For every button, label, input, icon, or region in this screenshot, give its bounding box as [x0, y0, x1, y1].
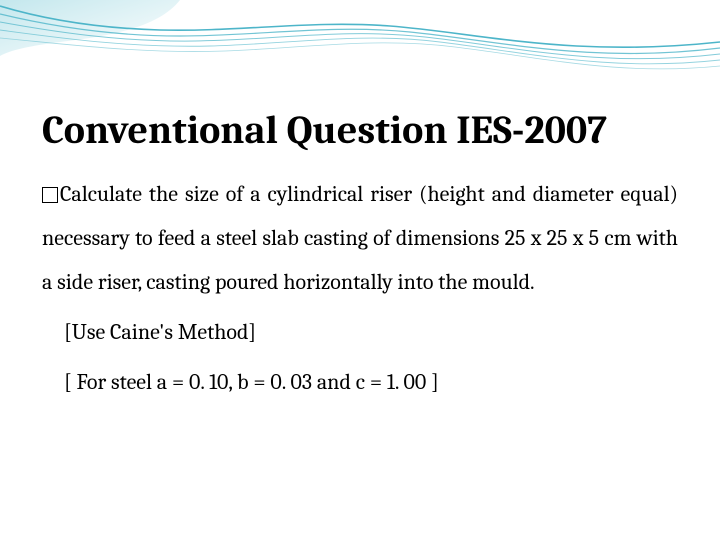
paragraph-3-text: [ For steel a = 0. 10, b = 0. 03 and c =… [42, 360, 678, 404]
slide-title: Conventional Question IES-2007 [42, 108, 678, 152]
bullet-square-icon [42, 187, 58, 203]
paragraph-2-text: [Use Caine's Method] [42, 310, 678, 354]
paragraph-1-line: Calculate the size of a cylindrical rise… [42, 172, 678, 304]
wave-decoration [0, 0, 720, 90]
slide-body: Calculate the size of a cylindrical rise… [42, 172, 678, 404]
slide-content: Conventional Question IES-2007 Calculate… [42, 108, 678, 404]
paragraph-1-text: Calculate the size of a cylindrical rise… [42, 181, 678, 295]
